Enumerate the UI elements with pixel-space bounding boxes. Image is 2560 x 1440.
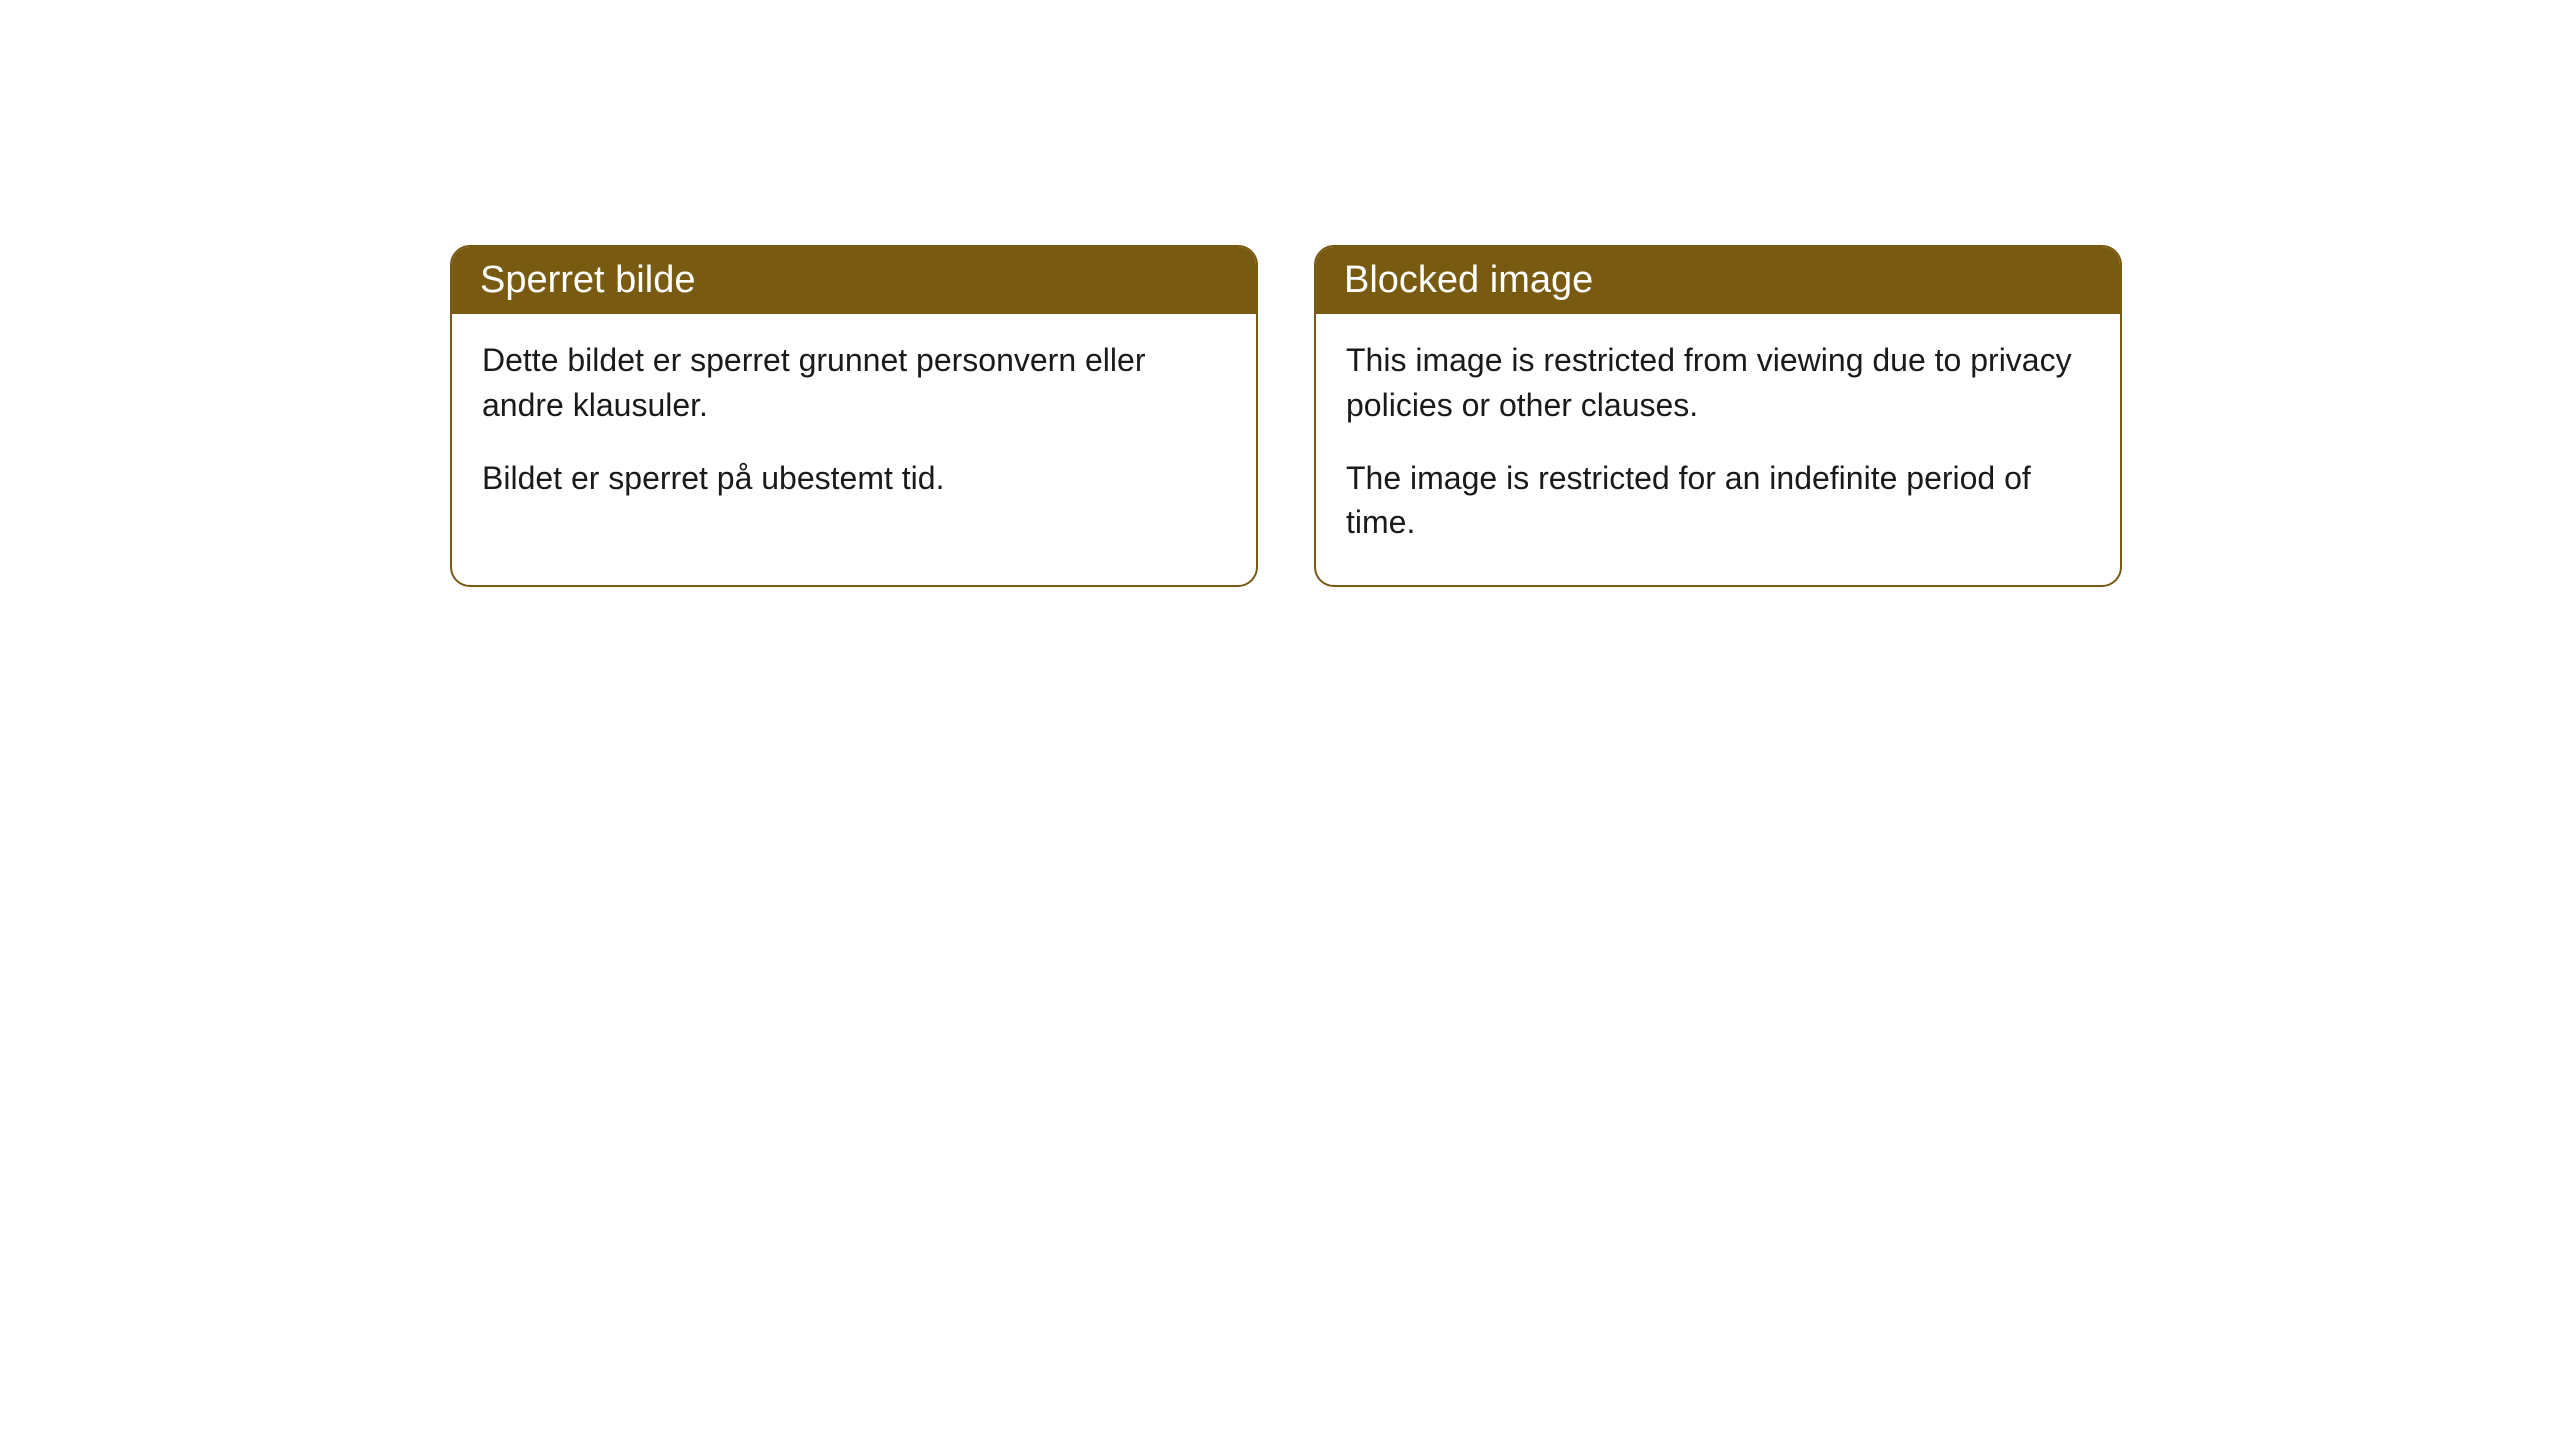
card-paragraph: The image is restricted for an indefinit… bbox=[1346, 456, 2090, 546]
card-title: Sperret bilde bbox=[480, 259, 695, 301]
notice-cards-container: Sperret bilde Dette bildet er sperret gr… bbox=[450, 245, 2122, 587]
card-body: This image is restricted from viewing du… bbox=[1316, 314, 2120, 585]
card-header: Sperret bilde bbox=[452, 247, 1256, 314]
blocked-image-card-norwegian: Sperret bilde Dette bildet er sperret gr… bbox=[450, 245, 1258, 587]
blocked-image-card-english: Blocked image This image is restricted f… bbox=[1314, 245, 2122, 587]
card-paragraph: This image is restricted from viewing du… bbox=[1346, 338, 2090, 428]
card-title: Blocked image bbox=[1344, 259, 1593, 301]
card-paragraph: Bildet er sperret på ubestemt tid. bbox=[482, 456, 1226, 501]
card-paragraph: Dette bildet er sperret grunnet personve… bbox=[482, 338, 1226, 428]
card-header: Blocked image bbox=[1316, 247, 2120, 314]
card-body: Dette bildet er sperret grunnet personve… bbox=[452, 314, 1256, 540]
